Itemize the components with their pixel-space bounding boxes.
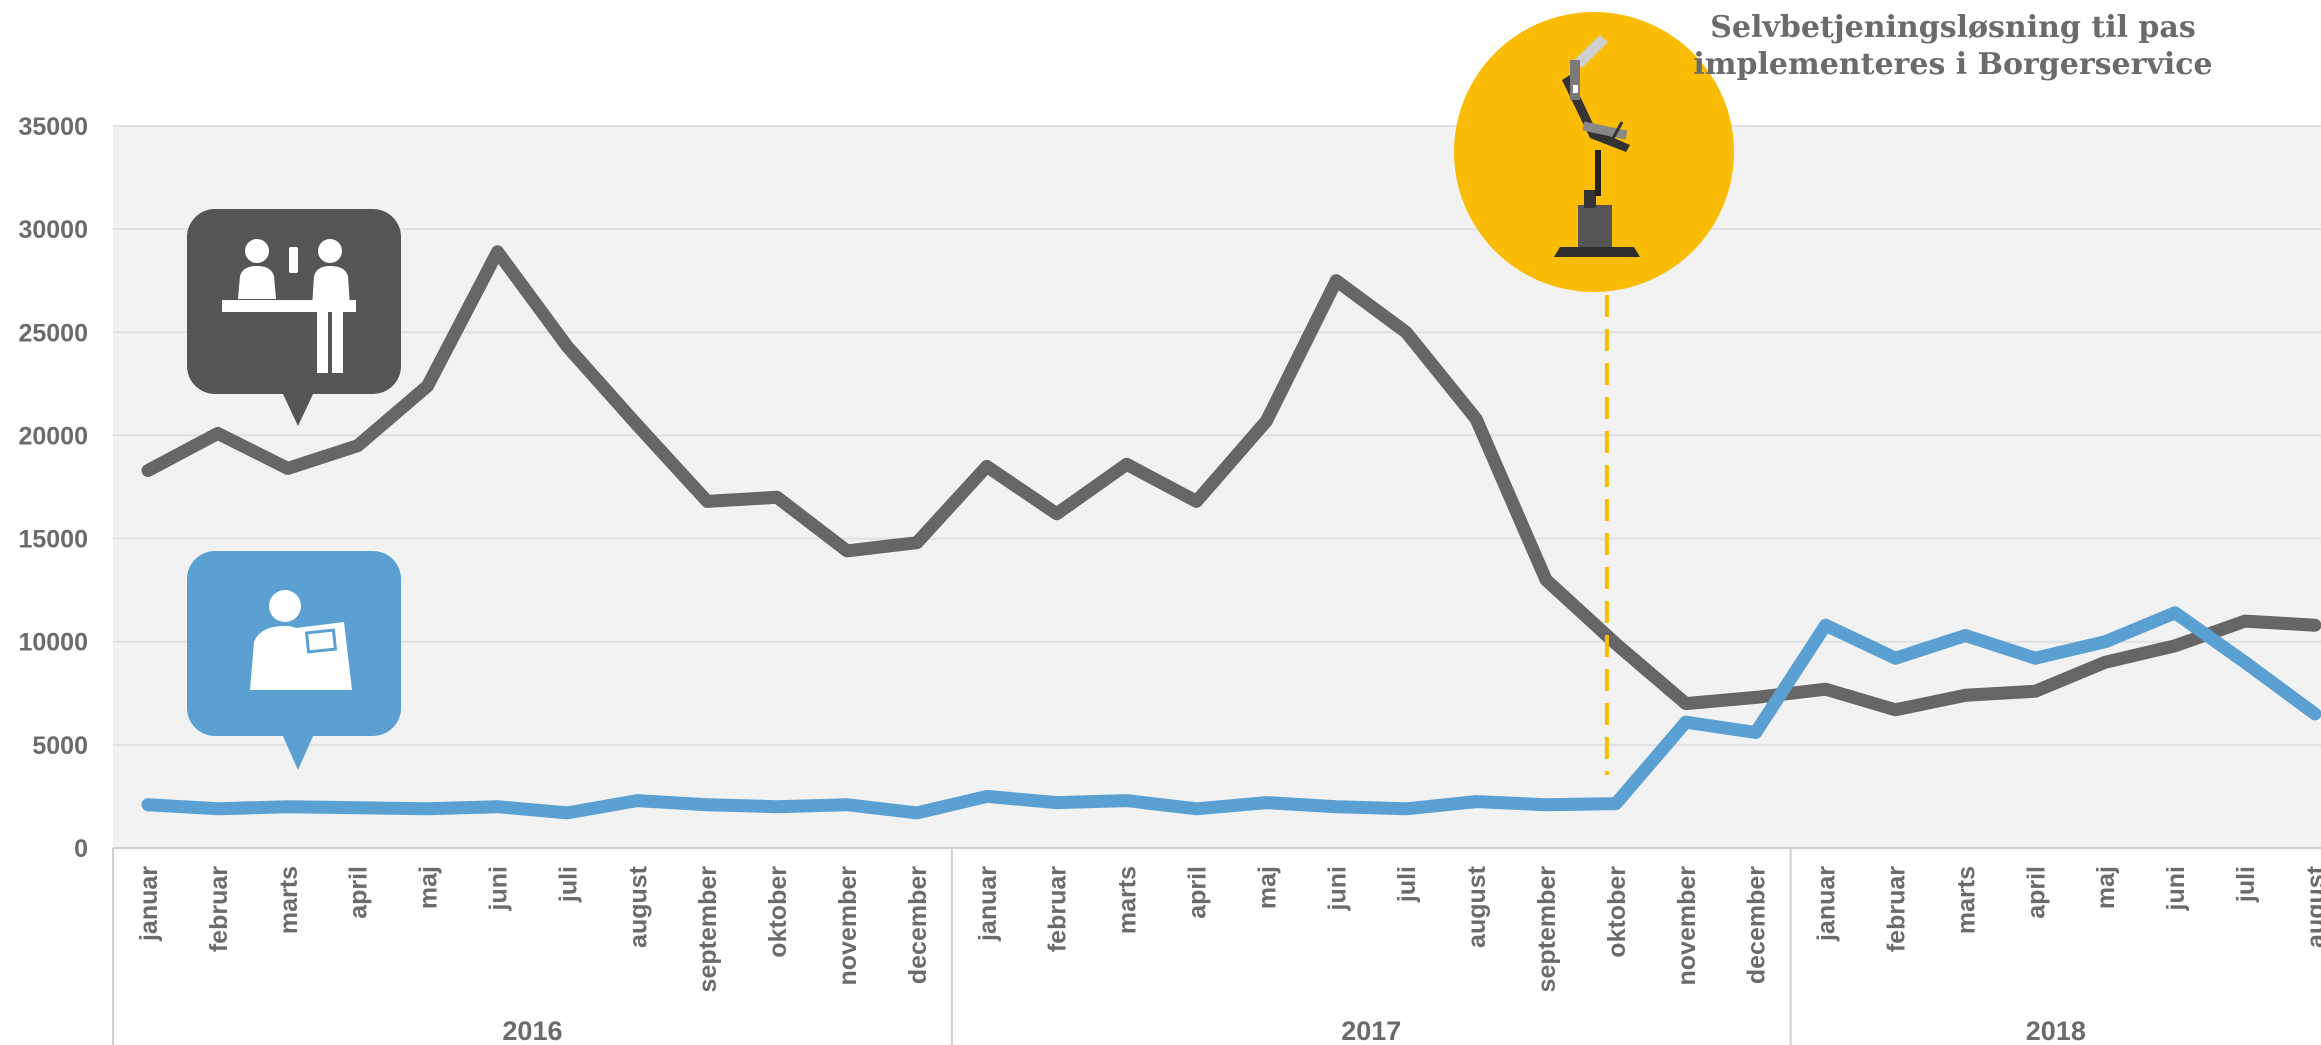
x-tick-label: juni — [485, 866, 513, 911]
y-tick-label: 30000 — [18, 216, 88, 244]
x-tick-label: juli — [1393, 866, 1421, 903]
x-tick-label: april — [1184, 866, 1212, 919]
series-layer — [141, 245, 2321, 820]
x-tick-label: august — [624, 865, 652, 948]
passport-kiosk-icon — [1554, 35, 1640, 257]
x-tick-label: april — [2022, 866, 2050, 919]
x-tick-label: juli — [2232, 866, 2260, 903]
x-tick-label: august — [1463, 865, 1491, 948]
kiosk-circle — [1454, 12, 1734, 292]
x-tick-label: juni — [1323, 866, 1351, 911]
y-tick-label: 20000 — [18, 422, 88, 450]
x-tick-label: marts — [275, 866, 303, 934]
x-tick-label: marts — [1114, 866, 1142, 934]
x-tick-label: oktober — [764, 866, 792, 958]
y-tick-label: 15000 — [18, 526, 88, 554]
annotation-text-line-2: implementeres i Borgerservice — [1693, 47, 2212, 82]
x-tick-label: november — [834, 866, 862, 986]
x-tick-label: maj — [1253, 866, 1281, 909]
in-person-badge-pointer — [282, 392, 314, 426]
annotation-text-line-1: Selvbetjeningsløsning til pas — [1710, 10, 2195, 45]
year-label: 2016 — [502, 1016, 562, 1045]
x-tick-label: juni — [2162, 866, 2190, 911]
series-line-self_service — [141, 606, 2321, 820]
in-person-service-badge — [187, 209, 401, 426]
x-tick-label: april — [345, 866, 373, 919]
x-tick-label: september — [1533, 866, 1561, 993]
self-service-badge-pointer — [282, 734, 314, 770]
x-tick-label: februar — [1883, 866, 1911, 952]
x-tick-label: januar — [135, 866, 163, 942]
y-tick-label: 25000 — [18, 319, 88, 347]
x-tick-label: februar — [1044, 866, 1072, 952]
x-tick-label: december — [904, 866, 932, 984]
x-tick-label: maj — [2092, 866, 2120, 909]
x-tick-label: september — [694, 866, 722, 993]
gridlines — [113, 125, 2321, 746]
y-tick-label: 0 — [74, 835, 88, 863]
x-tick-label: august — [2302, 865, 2321, 948]
year-label: 2017 — [1341, 1016, 1401, 1045]
x-tick-label: juli — [554, 866, 582, 903]
x-tick-label: december — [1743, 866, 1771, 984]
x-tick-label: januar — [974, 866, 1002, 942]
passport-kiosk-badge — [1454, 12, 1734, 292]
year-label: 2018 — [2026, 1016, 2086, 1045]
y-axis-tick-labels: 0 5000 10000 15000 20000 25000 30000 35000 — [18, 113, 88, 863]
y-tick-label: 10000 — [18, 629, 88, 657]
x-tick-label: marts — [1952, 866, 1980, 934]
self-service-badge — [187, 551, 401, 770]
series-line-in_person — [141, 245, 2321, 717]
x-tick-label: november — [1673, 866, 1701, 986]
x-tick-label: januar — [1813, 866, 1841, 942]
y-tick-label: 35000 — [18, 113, 88, 141]
self-service-terminal-icon — [250, 590, 352, 690]
x-tick-label: oktober — [1603, 866, 1631, 958]
y-tick-label: 5000 — [32, 732, 88, 760]
x-tick-label: februar — [205, 866, 233, 952]
counter-service-icon — [222, 239, 356, 373]
x-axis: januar februar marts april maj juni juli august… — [112, 847, 2321, 1045]
x-tick-label: maj — [415, 866, 443, 909]
